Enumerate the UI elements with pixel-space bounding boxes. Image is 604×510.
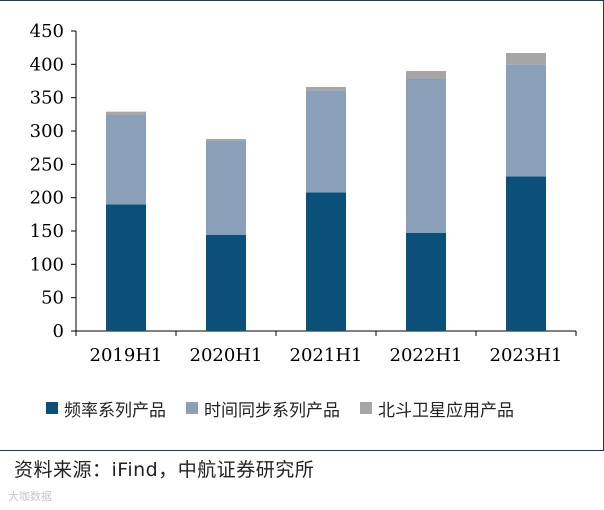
y-tick-label: 300 [30,121,64,142]
bar-segment [106,115,146,205]
y-tick-label: 50 [41,288,64,309]
bar-segment [406,233,446,331]
legend-label: 频率系列产品 [64,400,166,421]
y-tick-label: 0 [53,321,64,342]
bar-segment [306,192,346,331]
bar-segment [306,87,346,91]
watermark: 大咖数据 [8,490,52,503]
legend-swatch [186,402,198,414]
bar-segment [506,64,546,177]
bar-segment [506,176,546,331]
bar-segment [106,204,146,331]
bar-segment [506,53,546,65]
bar-segment [406,71,446,79]
y-tick-label: 200 [30,188,64,209]
legend-label: 北斗卫星应用产品 [378,400,514,421]
legend-label: 时间同步系列产品 [204,400,340,421]
x-tick-label: 2022H1 [390,345,463,366]
source-divider [0,450,604,451]
x-tick-label: 2019H1 [90,345,163,366]
legend-item-beidou: 北斗卫星应用产品 [360,396,514,421]
y-tick-label: 450 [30,21,64,42]
chart-legend: 频率系列产品 时间同步系列产品 北斗卫星应用产品 [46,396,604,421]
y-tick-label: 350 [30,88,64,109]
bar-segment [306,90,346,193]
source-note: 资料来源：iFind，中航证券研究所 [14,459,315,481]
x-tick-label: 2021H1 [290,345,363,366]
x-tick-label: 2023H1 [490,345,563,366]
frame-top-border [0,0,604,1]
y-tick-label: 400 [30,54,64,75]
legend-swatch [46,402,58,414]
bar-segment [206,139,246,141]
y-tick-label: 150 [30,221,64,242]
x-tick-label: 2020H1 [190,345,263,366]
legend-swatch [360,402,372,414]
y-tick-label: 250 [30,154,64,175]
bar-segment [406,79,446,233]
bar-segment [106,111,146,115]
legend-item-time-sync: 时间同步系列产品 [186,396,340,421]
bar-segment [206,140,246,235]
bar-segment [206,235,246,331]
legend-item-frequency: 频率系列产品 [46,396,166,421]
stacked-bar-chart: 0 50 100 150 200 250 300 350 400 450 2019H1 2020H1 2… [30,21,577,366]
y-tick-label: 100 [30,254,64,275]
